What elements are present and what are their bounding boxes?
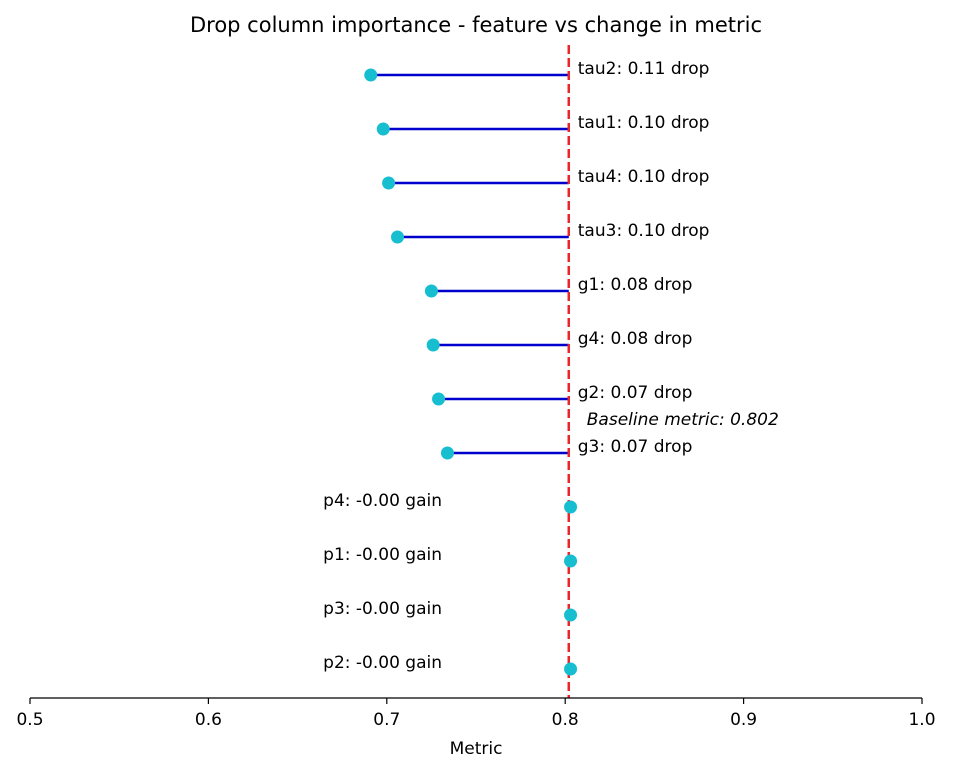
x-ticks-layer: 0.5 0.6 0.7 0.8 0.9 1.0 — [16, 698, 936, 730]
marker-tau4 — [382, 176, 396, 190]
x-tick-label: 1.0 — [908, 710, 935, 730]
point-label-tau1: tau1: 0.10 drop — [578, 113, 710, 133]
point-label-g3: g3: 0.07 drop — [578, 437, 693, 457]
marker-tau3 — [391, 230, 405, 244]
x-axis-label: Metric — [450, 739, 503, 759]
marker-g1 — [424, 284, 438, 298]
chart-title: Drop column importance - feature vs chan… — [190, 13, 762, 37]
marker-g4 — [426, 338, 440, 352]
x-tick-label: 0.7 — [373, 710, 400, 730]
marker-g3 — [440, 446, 454, 460]
x-tick-label: 0.6 — [195, 710, 222, 730]
point-label-g4: g4: 0.08 drop — [578, 329, 693, 349]
marker-tau1 — [376, 122, 390, 136]
point-label-tau3: tau3: 0.10 drop — [578, 221, 710, 241]
marker-p3 — [564, 608, 578, 622]
point-label-p4: p4: -0.00 gain — [323, 491, 442, 511]
point-label-tau4: tau4: 0.10 drop — [578, 167, 710, 187]
marker-tau2 — [364, 68, 378, 82]
stems-layer — [370, 73, 571, 671]
marker-p2 — [564, 662, 578, 676]
x-tick-label: 0.8 — [552, 710, 579, 730]
baseline-annotation: Baseline metric: 0.802 — [587, 410, 779, 430]
marker-p1 — [564, 554, 578, 568]
markers-layer — [364, 68, 578, 676]
point-label-p2: p2: -0.00 gain — [323, 653, 442, 673]
point-label-g2: g2: 0.07 drop — [578, 383, 693, 403]
point-label-g1: g1: 0.08 drop — [578, 275, 693, 295]
point-label-p3: p3: -0.00 gain — [323, 599, 442, 619]
x-tick-label: 0.5 — [16, 710, 43, 730]
marker-p4 — [564, 500, 578, 514]
point-label-tau2: tau2: 0.11 drop — [578, 59, 710, 79]
x-tick-label: 0.9 — [730, 710, 757, 730]
point-labels-layer: tau2: 0.11 drop tau1: 0.10 drop tau4: 0.10… — [323, 59, 709, 673]
point-label-p1: p1: -0.00 gain — [323, 545, 442, 565]
marker-g2 — [432, 392, 446, 406]
